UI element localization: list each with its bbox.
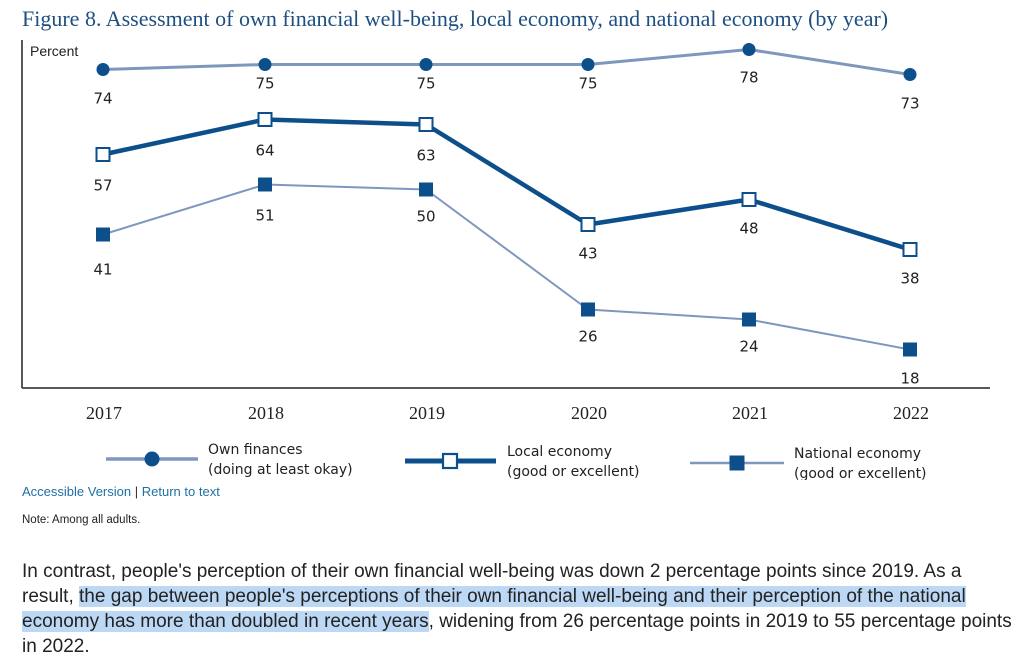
legend-label-0-1: (doing at least okay) [208, 462, 353, 478]
marker-1-4 [741, 192, 757, 207]
marker-0-1 [258, 58, 272, 71]
return-to-text-link[interactable]: Return to text [141, 484, 220, 499]
legend-label-0-0: Own finances [208, 442, 303, 458]
x-tick-label-5: 2022 [893, 403, 929, 423]
marker-2-0 [96, 227, 110, 242]
x-tick-label-2: 2019 [409, 403, 445, 423]
legend-label-1-0: Local economy [507, 444, 612, 460]
series-line-2 [102, 183, 911, 351]
legend-label-2-1: (good or excellent) [794, 466, 927, 480]
legend-label-1-1: (good or excellent) [507, 464, 640, 480]
data-label-1-4: 48 [739, 220, 758, 238]
x-tick-label-0: 2017 [86, 403, 122, 423]
x-tick-label-3: 2020 [571, 403, 607, 423]
legend-label-2-0: National economy [794, 446, 921, 462]
chart-x-tick-labels: 2017 2018 2019 2020 2021 2022 [86, 403, 929, 423]
marker-2-1 [258, 177, 272, 192]
legend-marker-2 [729, 455, 745, 471]
data-label-2-0: 41 [93, 261, 112, 279]
data-label-2-2: 50 [416, 208, 435, 226]
marker-2-3 [581, 302, 595, 317]
figure-title: Figure 8. Assessment of own financial we… [22, 6, 889, 31]
marker-2-5 [903, 342, 917, 357]
series-line-0 [102, 48, 911, 76]
data-label-2-1: 51 [255, 207, 274, 225]
y-axis-label: Percent [30, 43, 78, 59]
marker-1-1 [257, 112, 273, 127]
data-label-2-4: 24 [739, 338, 758, 356]
data-label-0-1: 75 [255, 75, 274, 93]
chart-data-labels: 74 75 75 75 78 73 57 64 63 43 48 38 41 51 50 26 24 18 [93, 69, 919, 388]
marker-1-3 [580, 217, 596, 232]
data-label-2-5: 18 [900, 370, 919, 388]
marker-0-4 [742, 43, 756, 56]
marker-0-2 [419, 58, 433, 71]
data-label-2-3: 26 [578, 328, 597, 346]
data-label-0-0: 74 [93, 90, 112, 108]
x-tick-label-1: 2018 [248, 403, 284, 423]
paragraph-text-2: , widening from 26 percentage points in … [22, 611, 1012, 657]
data-label-0-2: 75 [416, 75, 435, 93]
marker-1-0 [95, 147, 111, 162]
chart-markers [95, 43, 918, 357]
series-line-1 [102, 117, 911, 252]
marker-0-5 [903, 68, 917, 81]
chart-series-lines [102, 48, 911, 351]
x-tick-label-4: 2021 [732, 403, 768, 423]
marker-1-5 [902, 242, 918, 257]
figure-note: Note: Among all adults. [22, 514, 141, 526]
body-paragraph: In contrast, people's perception of thei… [22, 559, 1012, 659]
legend-marker-1 [441, 452, 459, 470]
accessible-version-link[interactable]: Accessible Version [22, 484, 132, 499]
data-label-0-5: 73 [900, 95, 919, 113]
data-label-1-5: 38 [900, 270, 919, 288]
link-separator: | [134, 484, 139, 499]
data-label-1-0: 57 [93, 177, 112, 195]
paragraph-text-1: In contrast, people's perception of thei… [22, 561, 962, 607]
marker-0-0 [96, 63, 110, 76]
chart-axes: Percent [21, 40, 990, 389]
marker-2-4 [742, 312, 756, 327]
marker-2-2 [419, 182, 433, 197]
data-label-1-1: 64 [255, 142, 274, 160]
figure-links: Accessible Version | Return to text [22, 484, 220, 499]
legend-marker-0 [144, 451, 160, 467]
marker-0-3 [581, 58, 595, 71]
marker-1-2 [418, 117, 434, 132]
data-label-1-3: 43 [578, 245, 597, 263]
data-label-0-4: 78 [739, 69, 758, 87]
data-label-1-2: 63 [416, 147, 435, 165]
line-chart: Percent 74 75 75 75 78 73 57 64 63 43 48 38 41 51 50 26… [21, 40, 990, 480]
data-label-0-3: 75 [578, 75, 597, 93]
chart-legend: Own finances (doing at least okay) Local e… [106, 442, 927, 480]
